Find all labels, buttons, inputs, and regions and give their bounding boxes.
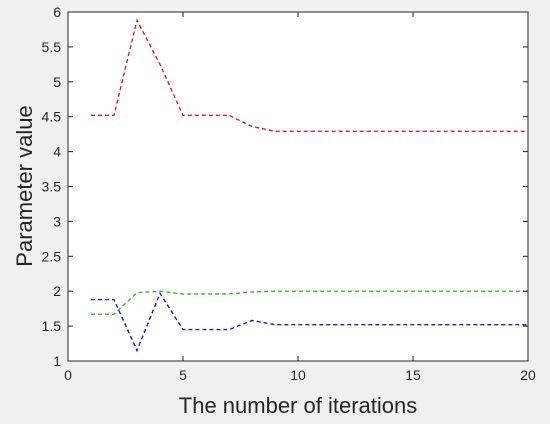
series-layer (91, 18, 528, 353)
y-axis-title: Parameter value (12, 105, 37, 266)
y-tick-label-10: 6 (53, 4, 61, 20)
x-tick-label-0: 0 (64, 367, 72, 383)
y-tick-label-0: 1 (53, 353, 61, 369)
y-tick-label-2: 2 (53, 283, 61, 299)
x-axis-title: The number of iterations (179, 393, 417, 418)
y-tick-label-7: 4.5 (42, 109, 62, 125)
x-tick-label-3: 15 (405, 367, 421, 383)
plot-area (68, 12, 528, 361)
y-tick-label-8: 5 (53, 74, 61, 90)
series-line-2 (91, 291, 528, 353)
y-tick-label-5: 3.5 (42, 179, 62, 195)
y-tick-label-4: 3 (53, 213, 61, 229)
tick-layer: 0 5 10 15 20 1 1.5 2 2.5 3 3.5 4 4.5 5 5.5 6 (42, 4, 536, 383)
x-tick-label-4: 20 (520, 367, 536, 383)
y-tick-label-3: 2.5 (42, 248, 62, 264)
x-tick-label-1: 5 (179, 367, 187, 383)
y-tick-label-6: 4 (53, 144, 61, 160)
x-tick-label-2: 10 (290, 367, 306, 383)
y-tick-label-9: 5.5 (42, 39, 62, 55)
series-line-1 (91, 290, 528, 315)
y-tick-label-1: 1.5 (42, 318, 62, 334)
